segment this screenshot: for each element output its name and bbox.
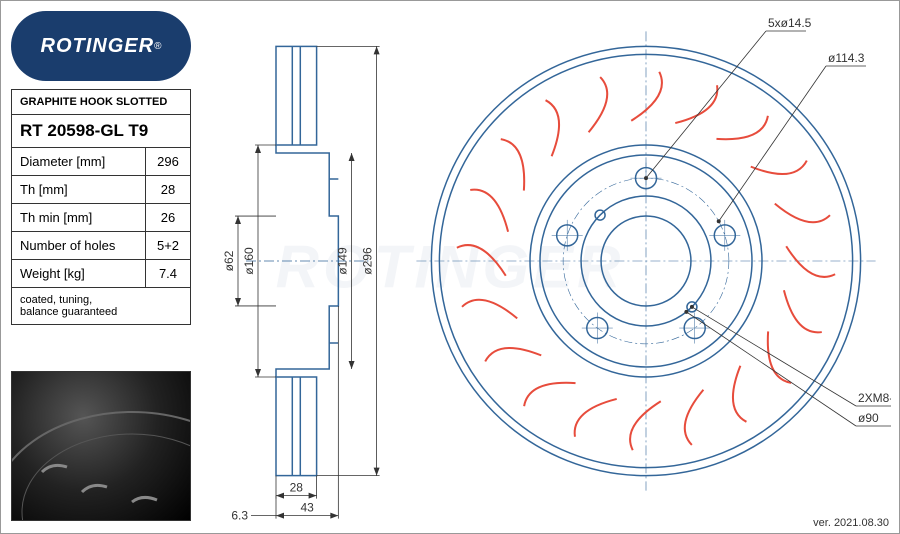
version-label: ver. 2021.08.30 <box>813 517 889 529</box>
product-photo <box>11 371 191 521</box>
spec-value: 7.4 <box>146 260 191 288</box>
spec-value: 28 <box>146 176 191 204</box>
technical-drawing: ø296 ø149 ø160 ø62 28 43 6.3 5xø14.5 ø114.3 2XM8-… <box>201 11 891 521</box>
table-row: Th min [mm]26 <box>12 204 191 232</box>
brand-logo: ROTINGER® <box>11 11 191 81</box>
brand-text: ROTINGER <box>41 35 155 58</box>
table-row: Diameter [mm]296 <box>12 148 191 176</box>
table-row: Number of holes5+2 <box>12 232 191 260</box>
table-row: Th [mm]28 <box>12 176 191 204</box>
svg-text:2XM8-6H: 2XM8-6H <box>858 391 891 405</box>
svg-text:ø62: ø62 <box>222 250 236 271</box>
reg-mark: ® <box>154 41 161 52</box>
svg-text:ø296: ø296 <box>361 247 375 275</box>
spec-value: 5+2 <box>146 232 191 260</box>
spec-value: 296 <box>146 148 191 176</box>
spec-label: Th min [mm] <box>12 204 146 232</box>
svg-text:ø90: ø90 <box>858 411 879 425</box>
spec-label: Number of holes <box>12 232 146 260</box>
svg-text:ø149: ø149 <box>336 247 350 275</box>
svg-text:43: 43 <box>300 501 314 515</box>
spec-value: 26 <box>146 204 191 232</box>
spec-table: GRAPHITE HOOK SLOTTED RT 20598-GL T9 Dia… <box>11 89 191 325</box>
svg-text:5xø14.5: 5xø14.5 <box>768 16 812 30</box>
spec-label: Diameter [mm] <box>12 148 146 176</box>
spec-label: Weight [kg] <box>12 260 146 288</box>
product-subtitle: GRAPHITE HOOK SLOTTED <box>12 90 191 115</box>
spec-notes: coated, tuning, balance guaranteed <box>12 288 191 325</box>
svg-text:6.3: 6.3 <box>231 509 248 521</box>
svg-text:ø160: ø160 <box>242 247 256 275</box>
table-row: Weight [kg]7.4 <box>12 260 191 288</box>
svg-text:ø114.3: ø114.3 <box>828 51 865 65</box>
spec-label: Th [mm] <box>12 176 146 204</box>
part-number: RT 20598-GL T9 <box>12 115 191 148</box>
svg-text:28: 28 <box>290 481 304 495</box>
